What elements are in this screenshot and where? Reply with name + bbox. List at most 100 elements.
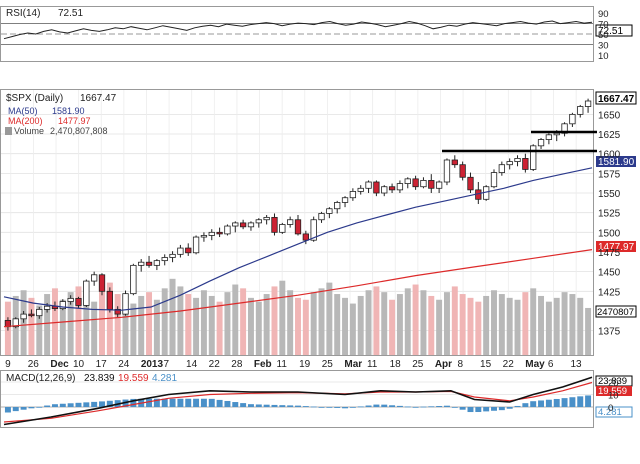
ma200-line bbox=[3, 249, 593, 328]
macd-histogram-bar bbox=[443, 405, 450, 407]
candle-body bbox=[255, 219, 262, 224]
macd-histogram-bar bbox=[146, 398, 153, 407]
volume-bar bbox=[412, 284, 419, 355]
macd-tick-label: 0 bbox=[608, 403, 613, 414]
macd-histogram-bar bbox=[561, 398, 568, 407]
volume-bar bbox=[114, 294, 121, 355]
candle-body bbox=[435, 181, 443, 189]
volume-bar bbox=[334, 294, 341, 355]
price-tick-label: 1375 bbox=[598, 327, 621, 338]
x-tick-label: 11 bbox=[367, 359, 378, 370]
macd-histogram-bar bbox=[365, 405, 372, 407]
volume-bar bbox=[381, 292, 388, 355]
volume-bar bbox=[51, 288, 58, 355]
macd-histogram-bar bbox=[381, 404, 388, 407]
ma200-axis-value: 1477.97 bbox=[598, 242, 635, 253]
macd-hist-axis-value: 4.281 bbox=[598, 407, 622, 418]
price-tick-label: 1600 bbox=[598, 150, 621, 161]
macd-histogram-bar bbox=[373, 404, 380, 407]
volume-bar bbox=[271, 286, 278, 355]
x-tick-label: 15 bbox=[480, 359, 492, 370]
macd-histogram-bar bbox=[514, 405, 521, 407]
x-tick-label: Feb bbox=[254, 359, 272, 370]
volume-bar bbox=[585, 307, 592, 355]
volume-bar bbox=[83, 295, 90, 355]
candle-body bbox=[514, 158, 521, 162]
macd-histogram-bar bbox=[538, 400, 545, 407]
macd-histogram-bar bbox=[75, 402, 82, 407]
macd-signal-value: 19.559 bbox=[118, 373, 149, 384]
volume-bar bbox=[522, 292, 529, 355]
candle-body bbox=[106, 290, 113, 310]
candle-body bbox=[302, 233, 309, 241]
x-tick-label: 22 bbox=[209, 359, 221, 370]
volume-bar bbox=[122, 297, 129, 355]
ma200-legend-value: 1477.97 bbox=[58, 116, 91, 126]
candle-body bbox=[271, 216, 278, 233]
volume-bar bbox=[498, 294, 505, 355]
volume-bar bbox=[436, 299, 443, 355]
volume-bar bbox=[279, 280, 286, 355]
candle-body bbox=[334, 202, 341, 210]
macd-label: MACD(12,26,9) bbox=[6, 373, 75, 384]
x-tick-label: 18 bbox=[390, 359, 402, 370]
candle-body bbox=[12, 318, 19, 328]
volume-bar bbox=[263, 294, 270, 355]
volume-bar bbox=[349, 303, 356, 355]
candle-body bbox=[28, 313, 35, 317]
volume-bar bbox=[428, 295, 435, 355]
macd-histogram-bar bbox=[577, 396, 584, 407]
macd-signal-axis-value: 19.559 bbox=[598, 386, 627, 397]
ma50-legend-value: 1581.90 bbox=[52, 106, 85, 116]
macd-histogram-bar bbox=[396, 405, 403, 407]
macd-histogram-bar bbox=[130, 398, 137, 407]
candle-body bbox=[224, 225, 231, 235]
macd-histogram-bar bbox=[342, 407, 349, 409]
candle-body bbox=[537, 139, 545, 147]
macd-histogram-bar bbox=[467, 407, 474, 413]
candle-body bbox=[381, 186, 388, 194]
candle-body bbox=[279, 224, 286, 233]
candle-body bbox=[506, 161, 513, 166]
candle-body bbox=[396, 183, 404, 191]
candle-body bbox=[318, 213, 325, 221]
volume-bar bbox=[530, 288, 537, 355]
x-tick-label: 7 bbox=[163, 359, 169, 370]
volume-bar bbox=[153, 299, 160, 355]
macd-histogram-bar bbox=[91, 401, 98, 407]
candle-body bbox=[130, 264, 137, 295]
macd-histogram-bar bbox=[247, 404, 254, 407]
x-tick-label: 9 bbox=[5, 359, 11, 370]
macd-histogram-bar bbox=[545, 399, 552, 407]
price-tick-label: 1575 bbox=[598, 169, 621, 180]
macd-histogram-bar bbox=[232, 402, 239, 407]
volume-bar bbox=[130, 303, 137, 355]
volume-bar bbox=[373, 286, 380, 355]
macd-histogram-bar bbox=[436, 406, 443, 407]
volume-bar bbox=[99, 290, 105, 355]
price-axis-last: 1667.47 bbox=[598, 94, 635, 105]
price-tick-label: 1550 bbox=[598, 189, 621, 200]
price-tick-label: 1650 bbox=[598, 110, 621, 121]
candle-body bbox=[98, 274, 106, 292]
x-tick-label: 8 bbox=[457, 359, 463, 370]
macd-histogram-bar bbox=[483, 407, 490, 412]
macd-histogram-bar bbox=[295, 405, 301, 407]
volume-bar bbox=[545, 301, 552, 355]
macd-histogram-bar bbox=[169, 398, 176, 407]
volume-bar bbox=[44, 294, 51, 355]
macd-histogram-bar bbox=[302, 406, 309, 407]
volume-bar bbox=[483, 295, 490, 355]
macd-histogram-bar bbox=[349, 407, 356, 408]
candle-body bbox=[373, 181, 380, 194]
candle-body bbox=[404, 178, 411, 184]
candle-body bbox=[232, 222, 239, 227]
volume-bar bbox=[318, 288, 325, 355]
volume-bar bbox=[396, 294, 403, 355]
candle-body bbox=[357, 187, 364, 192]
candle-body bbox=[577, 106, 584, 115]
x-tick-label: 25 bbox=[322, 359, 334, 370]
macd-histogram-bar bbox=[585, 395, 592, 407]
x-tick-label: 28 bbox=[231, 359, 243, 370]
